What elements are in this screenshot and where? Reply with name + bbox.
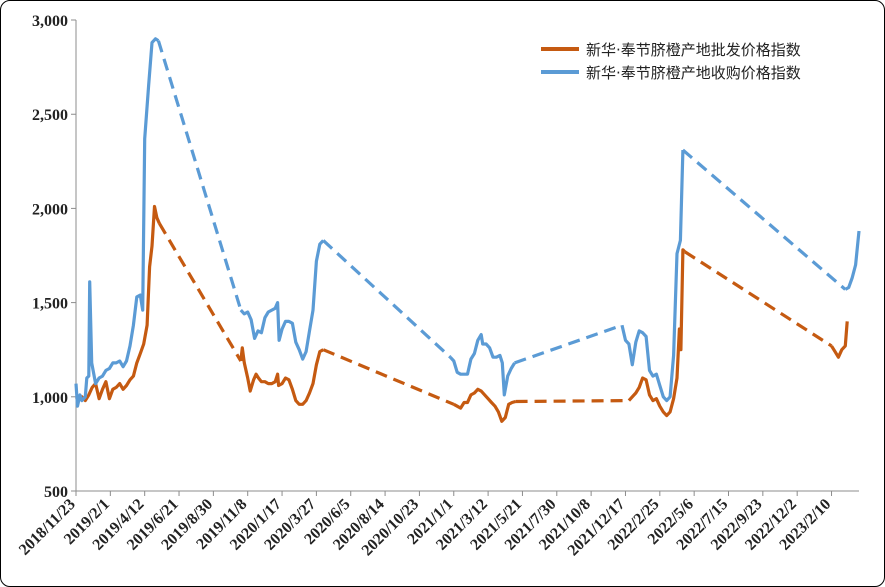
y-tick-label: 1,000 bbox=[32, 390, 68, 407]
y-axis-ticks: 500 1,000 1,500 2,000 2,500 3,000 bbox=[32, 13, 76, 501]
y-tick-label: 500 bbox=[44, 484, 68, 501]
legend-item-wholesale: 新华·奉节脐橙产地批发价格指数 bbox=[541, 41, 801, 59]
series-layer bbox=[74, 37, 861, 423]
series-dashed-line-purchase bbox=[681, 148, 847, 291]
series-line-purchase bbox=[620, 149, 685, 403]
x-axis-ticks: 2018/11/232019/2/12019/4/122019/6/212019… bbox=[16, 491, 834, 559]
series-wholesale bbox=[75, 204, 849, 423]
chart-axes bbox=[75, 20, 859, 492]
y-tick-label: 2,500 bbox=[32, 107, 68, 124]
legend-label-wholesale: 新华·奉节脐橙产地批发价格指数 bbox=[586, 41, 801, 59]
series-dashed-line-wholesale bbox=[158, 222, 243, 362]
legend-item-purchase: 新华·奉节脐橙产地收购价格指数 bbox=[541, 64, 801, 82]
series-line-purchase bbox=[74, 37, 160, 408]
series-purchase bbox=[74, 37, 861, 408]
legend: 新华·奉节脐橙产地批发价格指数 新华·奉节脐橙产地收购价格指数 bbox=[541, 41, 801, 82]
series-dashed-line-purchase bbox=[156, 40, 243, 311]
legend-label-purchase: 新华·奉节脐橙产地收购价格指数 bbox=[586, 64, 801, 82]
series-line-wholesale bbox=[239, 346, 325, 406]
series-line-purchase bbox=[239, 239, 325, 361]
series-dashed-line-wholesale bbox=[515, 398, 629, 404]
series-line-wholesale bbox=[627, 248, 686, 418]
series-dashed-line-purchase bbox=[322, 239, 452, 359]
series-line-wholesale bbox=[453, 387, 517, 423]
y-tick-label: 2,000 bbox=[32, 201, 68, 218]
series-line-purchase bbox=[844, 230, 861, 291]
series-dashed-line-purchase bbox=[514, 323, 623, 365]
y-tick-label: 1,500 bbox=[32, 296, 68, 313]
series-dashed-line-wholesale bbox=[322, 348, 455, 406]
series-line-wholesale bbox=[75, 204, 161, 403]
series-line-purchase bbox=[449, 333, 516, 397]
y-tick-label: 3,000 bbox=[32, 13, 68, 30]
series-line-wholesale bbox=[830, 321, 849, 359]
series-dashed-line-wholesale bbox=[683, 250, 833, 348]
